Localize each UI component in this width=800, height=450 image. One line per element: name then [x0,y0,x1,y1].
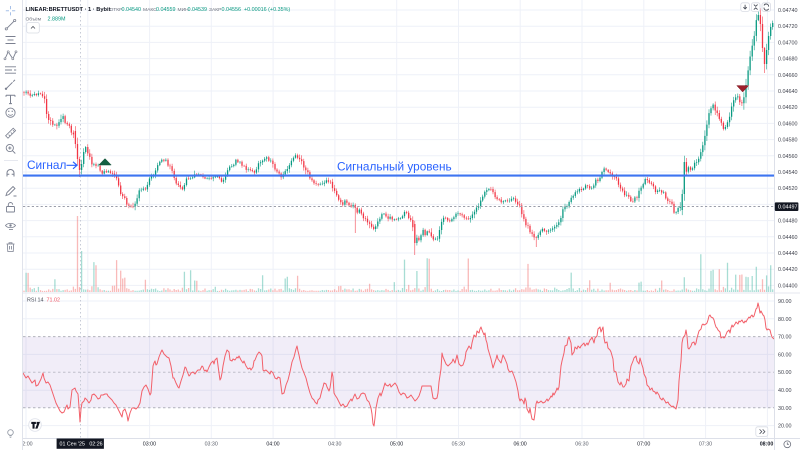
svg-text:30.00: 30.00 [778,406,792,412]
svg-text:07:30: 07:30 [699,442,712,448]
svg-text:0.04720: 0.04720 [778,24,798,30]
svg-text:04:00: 04:00 [266,442,279,448]
svg-text:МИН: МИН [178,7,190,13]
svg-text:Сигнальный уровень: Сигнальный уровень [337,159,452,173]
svg-text:50.00: 50.00 [778,370,792,376]
svg-text:0.04620: 0.04620 [778,105,798,111]
svg-text:70.00: 70.00 [778,335,792,341]
svg-text:90.00: 90.00 [778,299,792,305]
svg-text:ОТКР: ОТКР [110,7,123,13]
svg-text:05:00: 05:00 [390,442,403,448]
svg-text:0.04400: 0.04400 [778,283,798,289]
svg-text:0.04420: 0.04420 [778,267,798,273]
svg-text:80.00: 80.00 [778,317,792,323]
svg-text:0.04740: 0.04740 [778,8,798,14]
svg-text:0.04559: 0.04559 [156,7,176,13]
svg-text:02:00: 02:00 [19,442,32,448]
svg-text:ЗАКР: ЗАКР [209,7,221,13]
svg-text:03:00: 03:00 [143,442,156,448]
svg-text:LINEAR:BRETTUSDT · 1 · Bybit: LINEAR:BRETTUSDT · 1 · Bybit [26,7,111,13]
svg-text:0.04560: 0.04560 [778,154,798,160]
svg-text:03:30: 03:30 [205,442,218,448]
svg-text:RSI 14: RSI 14 [27,298,43,304]
svg-text:05:30: 05:30 [452,442,465,448]
svg-text:Объём: Объём [26,17,42,23]
svg-text:0.04660: 0.04660 [778,73,798,79]
svg-text:07:00: 07:00 [637,442,650,448]
svg-text:60.00: 60.00 [778,352,792,358]
svg-text:0.04556: 0.04556 [222,7,242,13]
svg-text:04:30: 04:30 [328,442,341,448]
svg-text:0.04480: 0.04480 [778,219,798,225]
svg-text:06:30: 06:30 [575,442,588,448]
svg-text:0.04539: 0.04539 [188,7,208,13]
svg-text:0.04540: 0.04540 [122,7,142,13]
svg-text:0.04520: 0.04520 [778,186,798,192]
svg-text:МАКС: МАКС [143,7,157,13]
svg-text:0.04700: 0.04700 [778,40,798,46]
svg-text:2.889M: 2.889M [48,17,66,23]
svg-text:Сигнал: Сигнал [27,158,66,172]
svg-text:71.02: 71.02 [47,298,61,304]
svg-text:06:00: 06:00 [513,442,526,448]
svg-text:40.00: 40.00 [778,388,792,394]
svg-text:0.04600: 0.04600 [778,121,798,127]
svg-text:0.04680: 0.04680 [778,57,798,63]
svg-text:0.04580: 0.04580 [778,138,798,144]
svg-text:0.04540: 0.04540 [778,170,798,176]
svg-text:08:00: 08:00 [760,442,774,448]
svg-text:0.04640: 0.04640 [778,89,798,95]
svg-text:0.04440: 0.04440 [778,251,798,257]
svg-text:+0.00016 (+0.35%): +0.00016 (+0.35%) [244,7,290,13]
svg-text:01 Сен '25 02:26: 01 Сен '25 02:26 [60,442,103,448]
svg-text:0.04497: 0.04497 [778,205,798,211]
svg-text:20.00: 20.00 [778,424,792,430]
svg-text:0.04460: 0.04460 [778,235,798,241]
